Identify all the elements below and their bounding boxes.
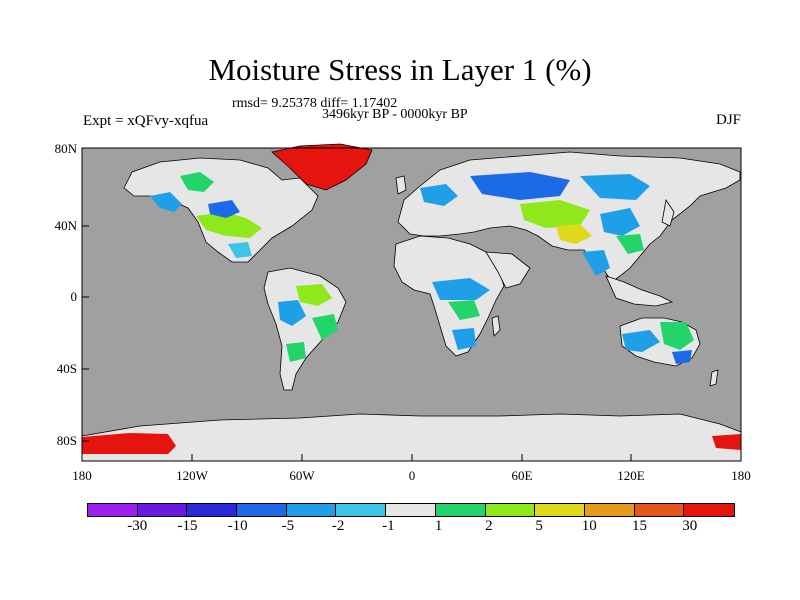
patch-amazon-green — [296, 284, 332, 306]
x-tick-120w: 120W — [176, 468, 208, 483]
x-tick-60w: 60W — [289, 468, 315, 483]
colorbar-swatch — [336, 504, 387, 516]
patch-china-blue — [600, 208, 640, 236]
patch-central-africa-green — [448, 300, 480, 320]
colorbar-swatch — [535, 504, 585, 516]
patch-argentina-green — [286, 342, 306, 362]
colorbar-label: -10 — [227, 518, 248, 534]
x-tick-180e: 180 — [731, 468, 751, 483]
x-tick-180w: 180 — [72, 468, 92, 483]
patch-siberia-blue — [580, 174, 650, 200]
patch-russia-blue — [470, 172, 570, 200]
patch-usa-blue — [208, 200, 240, 218]
patch-south-africa-blue — [452, 328, 476, 350]
colorbar-label: -15 — [177, 518, 198, 534]
colorbar-swatch — [435, 504, 486, 516]
anomaly-patches — [82, 172, 741, 454]
colorbar-swatch — [386, 504, 436, 516]
patch-antarctica-east-red — [712, 434, 741, 450]
y-tick-40s: 40S — [56, 361, 77, 376]
colorbar-label: 15 — [632, 518, 648, 534]
patch-canada-green — [180, 172, 214, 192]
patch-sahel-blue — [432, 278, 490, 300]
colorbar-swatch — [634, 504, 685, 516]
period-label: 3496kyr BP - 0000kyr BP — [322, 107, 468, 122]
patch-china-green — [616, 234, 644, 254]
colorbar — [87, 503, 735, 517]
arabia — [485, 251, 531, 289]
y-tick-80n: 80N — [54, 141, 77, 156]
colorbar-label: 1 — [434, 518, 443, 534]
colorbar-swatch — [485, 504, 536, 516]
colorbar-label: -2 — [331, 518, 345, 534]
ticks — [81, 147, 742, 461]
colorbar-label: 2 — [485, 518, 493, 534]
colorbar-swatch — [584, 504, 635, 516]
patch-australia-east-blue — [672, 350, 692, 364]
season-label: DJF — [715, 112, 741, 128]
madagascar — [491, 315, 501, 337]
y-tick-80s: 80S — [56, 433, 77, 448]
uk — [395, 175, 407, 195]
y-tick-40n: 40N — [54, 218, 77, 233]
patch-central-asia-green — [520, 200, 590, 228]
y-tick-0: 0 — [70, 289, 78, 304]
colorbar-swatch — [88, 504, 138, 516]
patch-india-blue — [582, 250, 610, 276]
experiment-label: Expt = xQFvy-xqfua — [83, 113, 209, 129]
southeast-asia — [605, 275, 674, 307]
greenland — [271, 143, 373, 191]
colorbar-swatch — [237, 504, 287, 516]
colorbar-swatch — [137, 504, 188, 516]
patch-europe-blue — [420, 184, 458, 206]
patch-mexico-blue — [228, 242, 252, 258]
patch-australia-blue — [622, 330, 660, 352]
patch-brazil-green — [312, 314, 338, 340]
new-zealand — [709, 369, 719, 387]
colorbar-swatch — [187, 504, 238, 516]
patch-canada-blue — [150, 192, 182, 212]
x-tick-60e: 60E — [511, 468, 533, 483]
colorbar-label: -30 — [127, 518, 148, 534]
colorbar-label: 5 — [535, 518, 543, 534]
patch-amazon-blue — [278, 300, 306, 326]
patch-usa-green — [196, 212, 262, 238]
colorbar-label: 30 — [682, 518, 698, 534]
patch-tibet-yellow — [556, 224, 592, 244]
colorbar-label: -1 — [382, 518, 395, 534]
x-tick-0: 0 — [408, 468, 416, 483]
patch-antarctica-west-red — [82, 433, 176, 454]
chart-title: Moisture Stress in Layer 1 (%) — [208, 52, 592, 87]
colorbar-swatch — [684, 504, 734, 516]
colorbar-label: -5 — [281, 518, 295, 534]
colorbar-swatch — [286, 504, 337, 516]
stats-label: rmsd= 9.25378 diff= 1.17402 — [232, 96, 398, 111]
x-tick-120e: 120E — [617, 468, 645, 483]
patch-australia-green — [660, 322, 694, 350]
japan — [661, 198, 675, 227]
colorbar-label: 10 — [581, 518, 597, 534]
